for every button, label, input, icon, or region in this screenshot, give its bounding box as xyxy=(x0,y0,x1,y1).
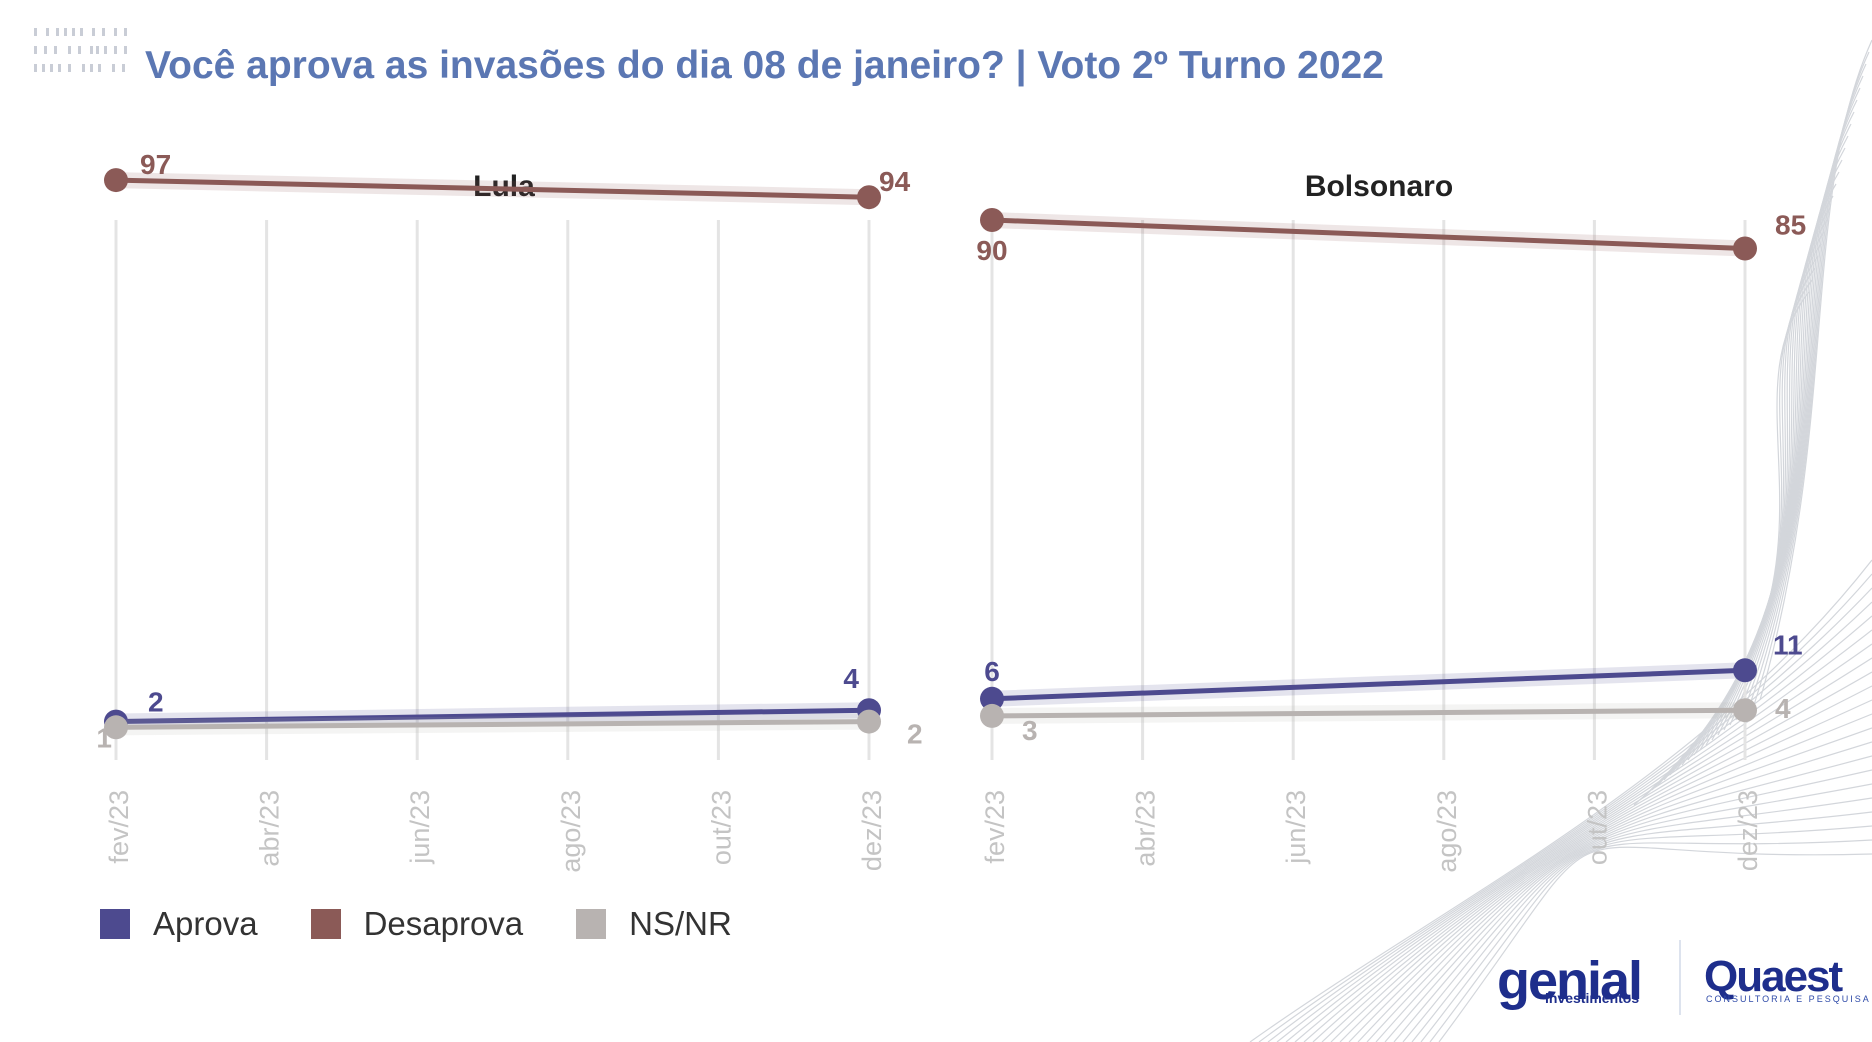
genial-logo-subtitle: investimentos xyxy=(1545,990,1640,1006)
series-line xyxy=(991,667,1746,702)
series-line xyxy=(115,177,870,200)
legend-label-nsnr: NS/NR xyxy=(629,905,732,942)
x-tick-label: ago/23 xyxy=(556,790,586,873)
logo-divider xyxy=(1679,940,1681,1015)
data-label: 2 xyxy=(907,719,923,750)
x-tick-label: ago/23 xyxy=(1432,790,1462,873)
data-label: 85 xyxy=(1775,210,1806,241)
x-tick-label: fev/23 xyxy=(980,790,1010,864)
x-tick-label: jun/23 xyxy=(1281,790,1311,865)
data-label: 4 xyxy=(843,663,859,694)
data-point xyxy=(980,703,1004,728)
x-tick-label: abr/23 xyxy=(255,790,285,867)
series-line xyxy=(115,719,870,730)
data-point xyxy=(980,208,1004,232)
data-label: 3 xyxy=(1022,715,1038,746)
series-line xyxy=(991,707,1746,719)
legend-swatch-desaprova xyxy=(310,909,341,939)
legend-swatch-nsnr xyxy=(576,909,607,939)
data-point xyxy=(104,168,128,193)
data-label: 4 xyxy=(1775,693,1791,724)
series-line xyxy=(115,707,870,725)
x-tick-label: abr/23 xyxy=(1131,790,1161,867)
data-label: 97 xyxy=(140,149,171,180)
data-point xyxy=(1733,236,1757,261)
data-point xyxy=(1733,698,1757,723)
x-tick-label: out/23 xyxy=(706,790,736,865)
x-tick-label: out/23 xyxy=(1582,790,1612,865)
series-line xyxy=(991,217,1746,251)
data-point xyxy=(1733,658,1757,683)
x-tick-label: fev/23 xyxy=(104,790,134,864)
quaest-logo-subtitle: CONSULTORIA E PESQUISA xyxy=(1706,994,1871,1004)
data-point xyxy=(857,185,881,210)
x-tick-label: dez/23 xyxy=(1733,790,1763,871)
data-label: 1 xyxy=(96,722,112,753)
data-point xyxy=(980,686,1004,711)
data-label: 90 xyxy=(976,235,1007,266)
chart-title: Bolsonaro xyxy=(1305,170,1453,203)
legend-item-nsnr: NS/NR xyxy=(576,905,732,943)
legend-label-desaprova: Desaprova xyxy=(363,905,524,942)
data-label: 6 xyxy=(984,656,1000,687)
data-point xyxy=(104,715,128,740)
x-tick-label: dez/23 xyxy=(857,790,887,871)
data-label: 2 xyxy=(148,687,164,718)
data-point xyxy=(857,709,881,734)
legend-swatch-aprova xyxy=(100,909,130,939)
legend-item-aprova: Aprova xyxy=(100,905,258,943)
legend: Aprova Desaprova NS/NR xyxy=(100,905,785,943)
decorative-dots xyxy=(34,28,127,72)
legend-item-desaprova: Desaprova xyxy=(310,905,524,943)
quaest-logo: Quaest xyxy=(1704,952,1843,1001)
x-tick-label: jun/23 xyxy=(405,790,435,865)
genial-logo: genial xyxy=(1497,951,1643,1011)
data-label: 94 xyxy=(879,166,911,197)
data-label: 11 xyxy=(1773,629,1803,660)
page-title: Você aprova as invasões do dia 08 de jan… xyxy=(145,44,1384,87)
legend-label-aprova: Aprova xyxy=(153,905,258,942)
